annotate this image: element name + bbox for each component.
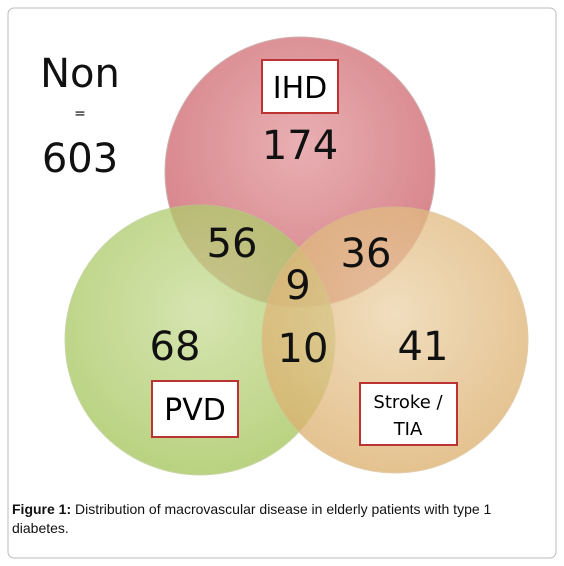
region-count: 41	[398, 324, 449, 370]
stroke-circle	[261, 206, 529, 474]
caption-text: Distribution of macrovascular disease in…	[12, 501, 492, 536]
non-label: Non	[40, 51, 120, 97]
ihd-label: IHD	[273, 71, 328, 106]
stroke-label: Stroke /	[373, 392, 443, 413]
ihd-label-box	[261, 59, 339, 114]
region-count: 174	[262, 123, 338, 169]
stroke-label-box	[359, 382, 458, 446]
region-count: 56	[207, 221, 258, 267]
pvd-label-box	[151, 380, 239, 438]
stroke-label: TIA	[393, 419, 423, 440]
caption: Figure 1: Distribution of macrovascular …	[12, 500, 547, 538]
non-equals: =	[74, 106, 86, 122]
pvd-label: PVD	[164, 393, 226, 428]
region-count: 9	[285, 263, 310, 309]
region-count: 68	[150, 324, 201, 370]
caption-box: Figure 1: Distribution of macrovascular …	[12, 500, 547, 538]
non-count: 603	[42, 136, 118, 182]
region-count: 36	[341, 231, 392, 277]
caption-label: Figure 1:	[12, 501, 72, 517]
region-count: 10	[278, 326, 329, 372]
